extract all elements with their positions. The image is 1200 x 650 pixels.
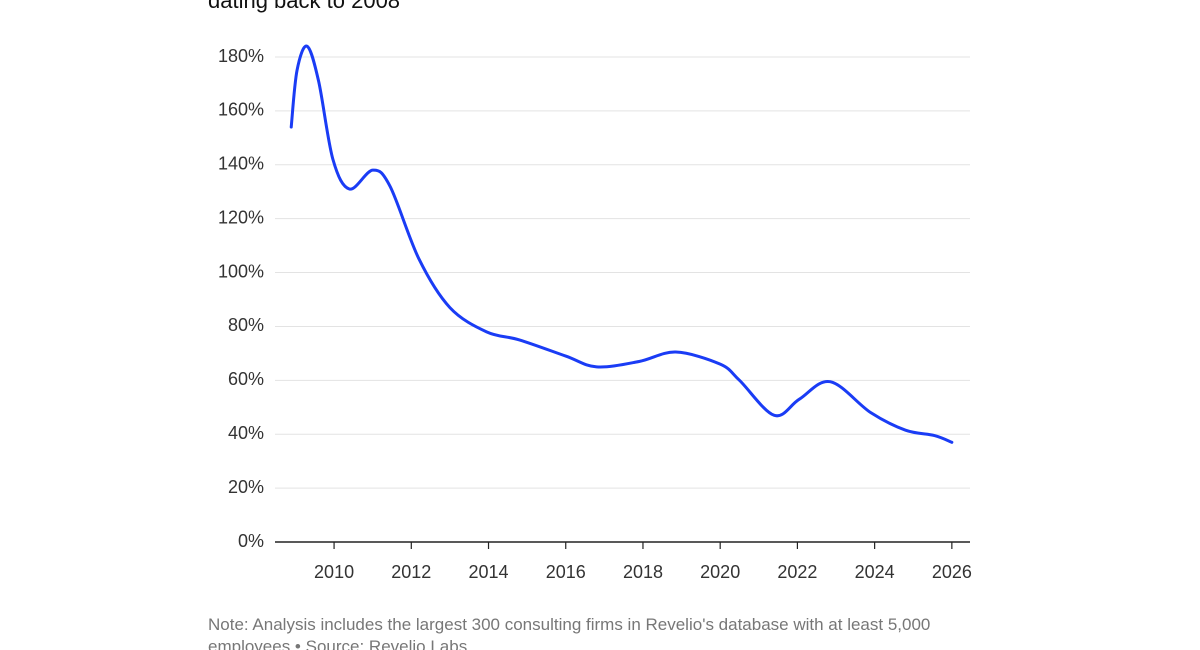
y-tick-label: 20%	[228, 477, 264, 497]
y-tick-label: 0%	[238, 531, 264, 551]
y-tick-label: 60%	[228, 369, 264, 389]
x-tick-label: 2020	[700, 562, 740, 582]
y-tick-label: 100%	[218, 261, 264, 281]
data-line	[289, 44, 954, 444]
x-tick-label: 2016	[546, 562, 586, 582]
y-tick-label: 160%	[218, 100, 264, 120]
x-tick-label: 2010	[314, 562, 354, 582]
x-tick-label: 2026	[932, 562, 972, 582]
chart-title: dating back to 2008	[208, 0, 401, 13]
y-tick-label: 140%	[218, 154, 264, 174]
chart-note: Note: Analysis includes the largest 300 …	[208, 615, 931, 650]
y-tick-label: 80%	[228, 315, 264, 335]
x-tick-label: 2022	[777, 562, 817, 582]
y-tick-label: 180%	[218, 46, 264, 66]
x-tick-label: 2018	[623, 562, 663, 582]
x-tick-label: 2024	[855, 562, 895, 582]
y-tick-label: 120%	[218, 207, 264, 227]
x-tick-label: 2012	[391, 562, 431, 582]
y-tick-label: 40%	[228, 423, 264, 443]
x-tick-label: 2014	[468, 562, 508, 582]
